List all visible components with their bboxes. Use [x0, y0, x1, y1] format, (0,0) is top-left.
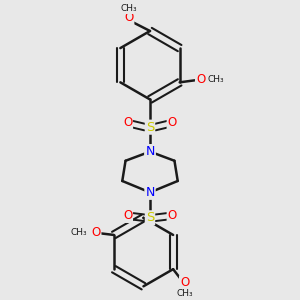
Text: O: O [167, 116, 177, 129]
Text: O: O [167, 209, 177, 222]
Text: O: O [123, 209, 132, 222]
Text: S: S [146, 211, 154, 224]
Text: O: O [91, 226, 101, 239]
Text: N: N [145, 145, 155, 158]
Text: CH₃: CH₃ [70, 228, 87, 237]
Text: O: O [123, 116, 132, 129]
Text: N: N [145, 145, 155, 158]
Text: O: O [180, 276, 189, 289]
Text: CH₃: CH₃ [176, 289, 193, 298]
Text: CH₃: CH₃ [121, 4, 137, 13]
Text: S: S [146, 121, 154, 134]
Text: N: N [145, 186, 155, 199]
Text: O: O [124, 11, 134, 24]
Text: CH₃: CH₃ [208, 75, 224, 84]
Text: O: O [196, 73, 205, 86]
